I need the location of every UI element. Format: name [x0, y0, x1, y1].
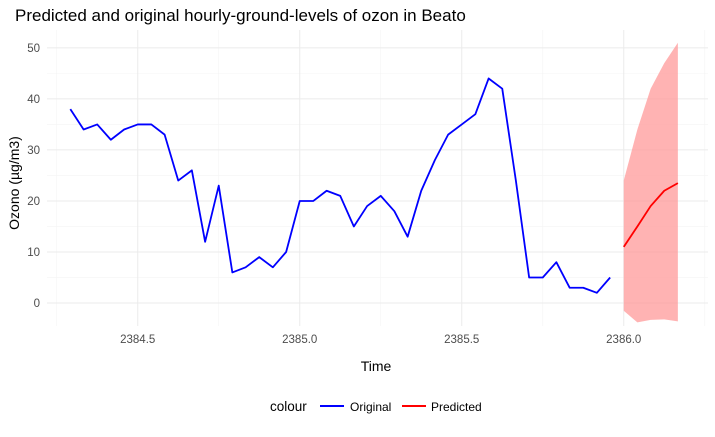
chart-title: Predicted and original hourly-ground-lev…: [15, 6, 466, 25]
x-tick-label: 2385.5: [444, 334, 479, 346]
y-tick-label: 40: [27, 94, 40, 106]
legend-label-predicted: Predicted: [431, 400, 482, 414]
x-tick-label: 2385.0: [282, 334, 317, 346]
series-lines: [69, 77, 679, 294]
y-tick-label: 30: [27, 145, 40, 157]
x-tick-label: 2386.0: [606, 334, 641, 346]
series-line-original: [69, 77, 611, 294]
y-axis-ticks: 0 10 20 30 40 50: [27, 43, 40, 310]
series-line-predicted: [623, 182, 679, 248]
prediction-band: [623, 42, 678, 323]
x-axis-title: Time: [361, 358, 392, 374]
y-tick-label: 50: [27, 43, 40, 55]
y-tick-label: 10: [27, 247, 40, 259]
y-tick-label: 0: [34, 298, 40, 310]
grid: [47, 30, 708, 326]
y-tick-label: 20: [27, 196, 40, 208]
legend-label-original: Original: [350, 400, 391, 414]
x-axis-ticks: 2384.5 2385.0 2385.5 2386.0: [120, 334, 641, 346]
legend: colour Original Predicted: [270, 399, 482, 414]
legend-title: colour: [270, 399, 307, 414]
prediction-interval-band: [623, 42, 678, 323]
x-tick-label: 2384.5: [120, 334, 155, 346]
y-axis-title: Ozono (µg/m3): [6, 136, 22, 230]
